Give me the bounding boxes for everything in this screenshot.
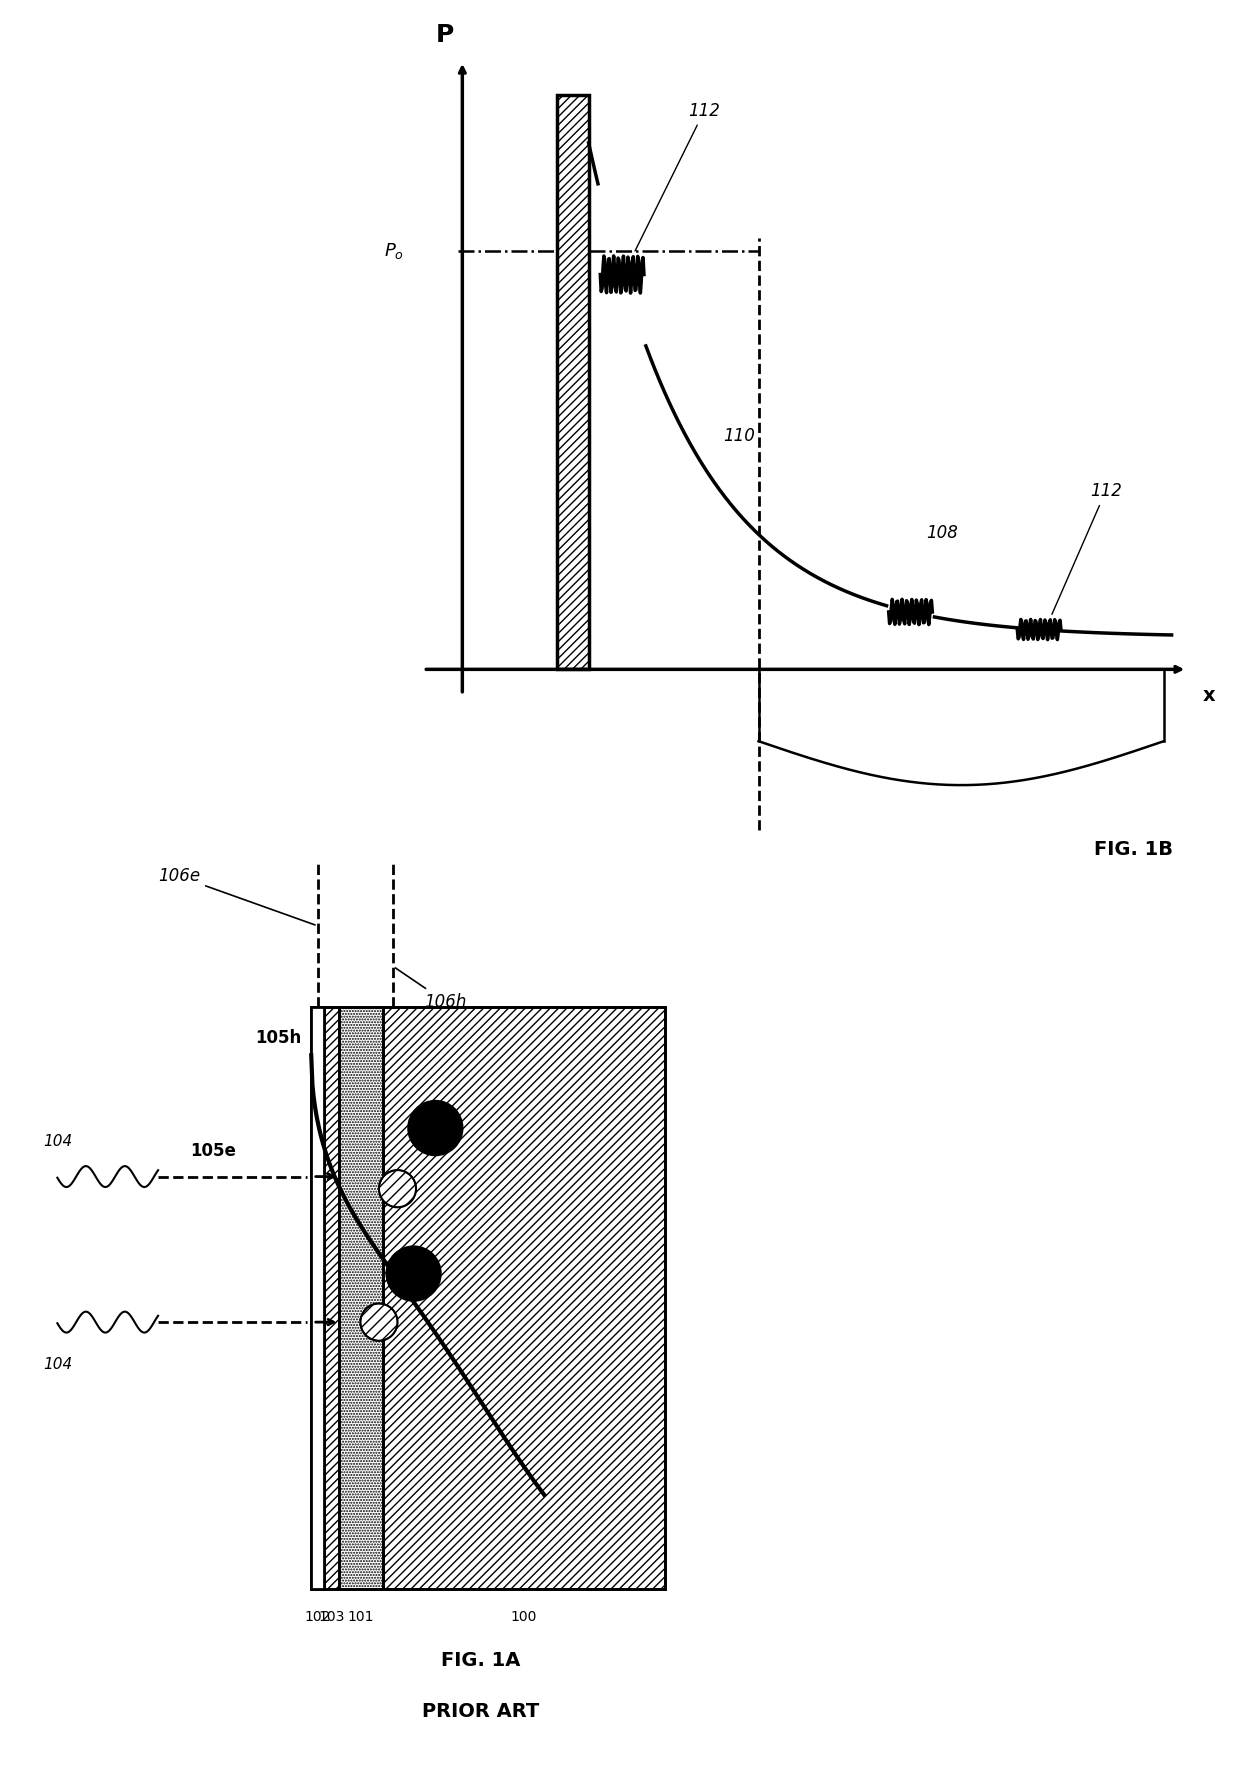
Bar [311,1007,324,1589]
Text: x: x [1203,687,1215,706]
Text: 104: 104 [43,1357,73,1372]
Text: 108: 108 [926,525,959,543]
Text: 112: 112 [1052,482,1122,614]
Text: 112: 112 [635,101,720,251]
Text: 101: 101 [347,1610,374,1624]
Bar [339,1007,383,1589]
Text: P: P [436,23,454,48]
Text: 105e: 105e [191,1142,236,1160]
Text: FIG. 1A: FIG. 1A [440,1651,521,1670]
Text: 103: 103 [319,1610,345,1624]
Bar [558,94,589,669]
Text: 104: 104 [43,1133,73,1149]
Text: 100: 100 [511,1610,537,1624]
Circle shape [409,1101,463,1155]
Circle shape [361,1304,398,1341]
Text: 106h: 106h [396,968,466,1010]
Bar [383,1007,665,1589]
Circle shape [387,1247,440,1300]
Text: 102: 102 [305,1610,331,1624]
Bar [324,1007,339,1589]
Text: PRIOR ART: PRIOR ART [422,1703,539,1720]
Text: FIG. 1B: FIG. 1B [1094,840,1173,859]
Bar [311,1007,665,1589]
Circle shape [379,1171,417,1208]
Text: $P_o$: $P_o$ [384,242,404,262]
Text: 106e: 106e [159,868,315,925]
Text: 110: 110 [723,427,755,445]
Text: 105h: 105h [255,1028,301,1048]
